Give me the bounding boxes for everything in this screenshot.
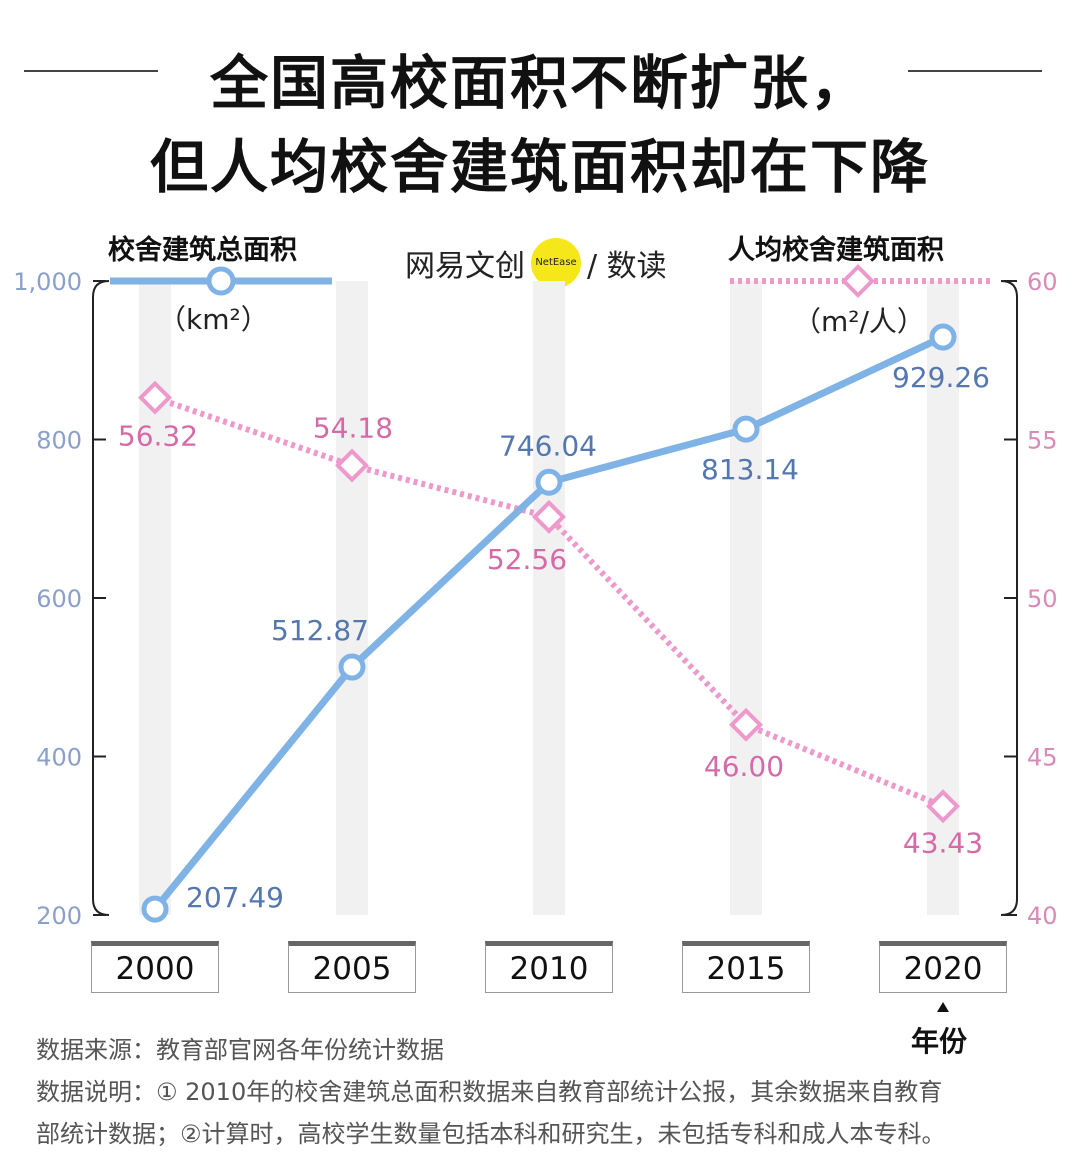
- legend-right-label: 人均校舍建筑面积: [728, 235, 944, 266]
- area-data-label: 746.04: [499, 429, 597, 462]
- right-tick-label: 45: [1027, 744, 1058, 772]
- legend-left-marker: [206, 266, 236, 296]
- area-point-2020: [929, 323, 957, 351]
- percap-data-label: 54.18: [313, 411, 393, 444]
- x-axis-label: 年份: [911, 1025, 968, 1058]
- x-tick-label-2020: 2020: [879, 941, 1007, 993]
- description-note-2: 部统计数据；②计算时，高校学生数量包括本科和研究生，未包括专科和成人本专科。: [36, 1120, 946, 1148]
- left-tick-label: 800: [36, 427, 82, 455]
- x-axis-arrow-icon: [937, 1002, 949, 1012]
- percap-point-2005: [335, 448, 369, 483]
- area-data-label: 207.49: [186, 881, 284, 914]
- brand-logo: 网易文创 NetEase / 数读: [405, 238, 667, 288]
- title-rule-right: [908, 70, 1042, 72]
- x-tick-label-2005: 2005: [288, 941, 416, 993]
- column-band-2005: [336, 281, 368, 915]
- legend-right-marker: [841, 264, 875, 298]
- title-line-1: 全国高校面积不断扩张，: [209, 49, 870, 117]
- x-tick-label-2000: 2000: [91, 941, 219, 993]
- percap-data-label: 46.00: [704, 750, 784, 783]
- area-point-2015: [732, 415, 760, 443]
- source-note: 数据来源：教育部官网各年份统计数据: [36, 1036, 444, 1064]
- right-tick-label: 40: [1027, 902, 1058, 930]
- area-data-label: 813.14: [701, 453, 799, 486]
- area-data-label: 512.87: [271, 614, 369, 647]
- left-tick-label: 1,000: [13, 268, 82, 296]
- brand-name: 网易文创: [405, 249, 525, 284]
- percap-data-label: 56.32: [118, 420, 198, 453]
- column-band-2000: [139, 281, 171, 915]
- percap-point-2010: [532, 499, 566, 534]
- column-band-2015: [730, 281, 762, 915]
- title-rule-left: [24, 70, 158, 72]
- area-point-2010: [535, 468, 563, 496]
- area-point-2000: [141, 895, 169, 923]
- x-tick-label-2015: 2015: [682, 941, 810, 993]
- percap-point-2015: [729, 707, 763, 742]
- title-line-2: 但人均校舍建筑面积却在下降: [149, 133, 930, 201]
- column-band-2010: [533, 281, 565, 915]
- percap-data-label: 52.56: [487, 543, 567, 576]
- brand-sub: / 数读: [587, 249, 667, 284]
- description-note-1: 数据说明：① 2010年的校舍建筑总面积数据来自教育部统计公报，其余数据来自教育: [36, 1078, 943, 1106]
- left-tick-label: 400: [36, 744, 82, 772]
- area-data-label: 929.26: [892, 361, 990, 394]
- left-tick-label: 200: [36, 902, 82, 930]
- brand-badge: NetEase: [531, 238, 581, 288]
- right-tick-label: 50: [1027, 585, 1058, 613]
- area-point-2005: [338, 653, 366, 681]
- left-tick-label: 600: [36, 585, 82, 613]
- x-tick-label-2010: 2010: [485, 941, 613, 993]
- legend-left-label: 校舍建筑总面积: [108, 235, 297, 266]
- right-tick-label: 55: [1027, 427, 1058, 455]
- right-tick-label: 60: [1027, 268, 1058, 296]
- percap-point-2020: [926, 789, 960, 824]
- percap-data-label: 43.43: [903, 826, 983, 859]
- legend-right-unit: （m²/人）: [793, 305, 925, 338]
- percap-point-2000: [138, 380, 172, 415]
- legend-left-unit: （km²）: [158, 303, 269, 336]
